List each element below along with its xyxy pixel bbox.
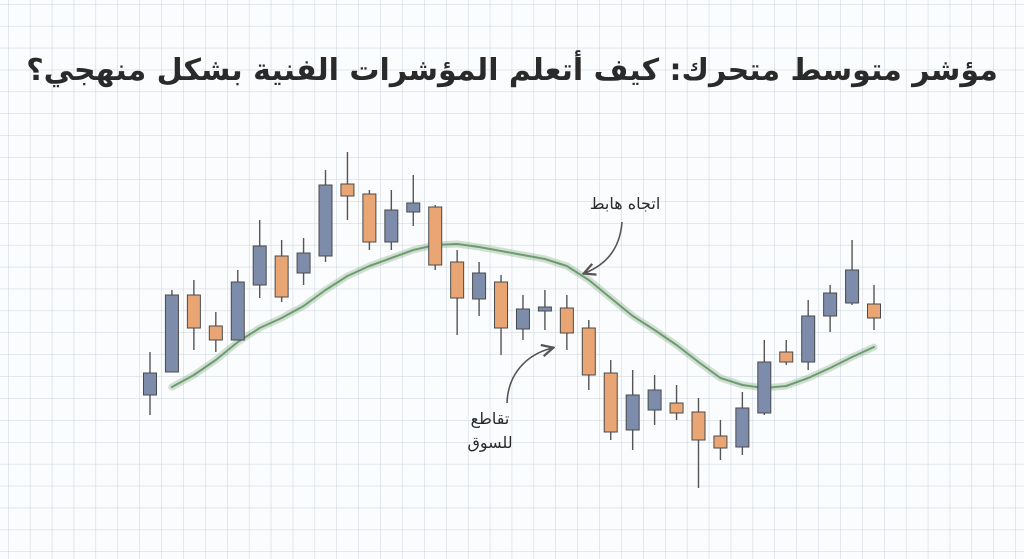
candle-body [691,411,706,441]
candle-body [252,245,267,286]
moving-average [170,243,875,389]
candle-body [164,294,179,373]
plot [143,152,881,488]
candle-body [713,435,728,449]
candle-body [362,193,377,243]
candle-body [625,394,640,431]
candle-body [647,389,662,411]
candle-body [296,252,311,274]
candle-body [406,202,421,213]
annotation: للسوق [467,433,512,453]
candle-body [845,269,860,304]
candle-body [559,307,574,334]
candle-body [515,308,530,330]
candle-body [384,209,399,243]
candle-body [472,272,487,300]
candle-body [450,261,465,299]
candle-body [581,327,596,376]
candle-body [735,407,750,448]
annotation-arrow [506,348,552,404]
candle-body [143,372,157,396]
chart-title: مؤشر متوسط متحرك: كيف أتعلم المؤشرات الف… [26,50,998,88]
annotation: تقاطع [471,409,510,429]
candle-body [867,303,881,319]
annotation: اتجاه هابط [590,194,661,213]
candle-body [603,372,618,433]
annotation-arrow [585,221,623,273]
candle-body [230,281,245,341]
candle-body [186,294,201,329]
candle-body [823,292,838,317]
candle-body [318,184,333,257]
candle-body [779,351,794,363]
candle-body [340,183,355,197]
candle-body [757,361,772,414]
candle-body [669,402,684,414]
candle-body [428,206,443,266]
candle-body [537,306,552,312]
candle-body [274,255,289,298]
candle-body [208,325,223,341]
candle-body [494,281,509,329]
candle-body [801,315,816,363]
